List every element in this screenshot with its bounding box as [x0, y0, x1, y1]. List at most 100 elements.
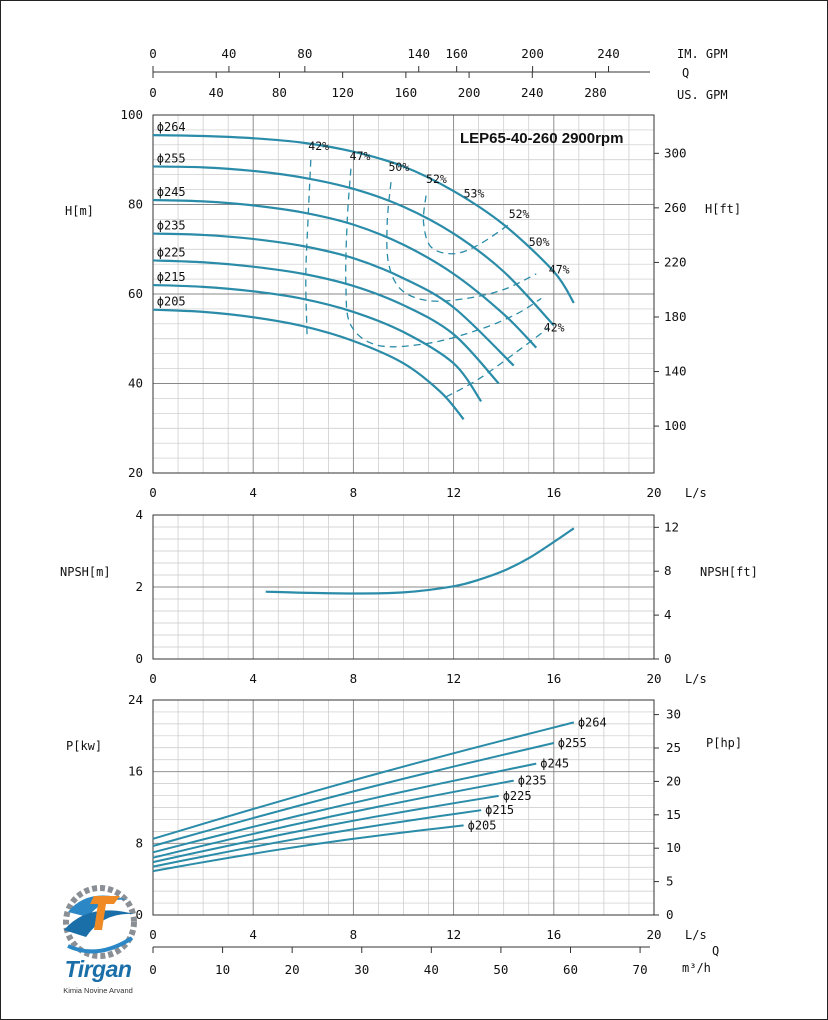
power-x-tick-label: 12 — [446, 927, 461, 942]
power-curve-d225 — [152, 794, 499, 864]
head-right-tick-label: 300 — [664, 145, 687, 160]
head-curve-d215 — [152, 283, 483, 403]
efficiency-contour — [445, 327, 550, 398]
power-x-axis-label: L/s — [685, 928, 707, 942]
efficiency-label: 52% — [509, 207, 530, 221]
npsh-y-tick-label: 0 — [135, 651, 143, 666]
head-right-axis-label: H[ft] — [705, 202, 741, 216]
power-right-tick-label: 20 — [666, 773, 681, 788]
power-right-tick-label: 10 — [666, 840, 681, 855]
power-curve-d215 — [152, 809, 482, 868]
efficiency-label: 42% — [544, 321, 565, 335]
head-curve-label: ϕ225 — [157, 245, 186, 259]
head-curve-label: ϕ205 — [157, 295, 186, 309]
power-curve-label: ϕ264 — [578, 715, 607, 729]
chart-title: LEP65-40-260 2900rpm — [460, 130, 623, 147]
head-x-tick-label: 4 — [249, 485, 257, 500]
head-x-axis-label: L/s — [685, 486, 707, 500]
efficiency-label: 47% — [350, 149, 371, 163]
q-label: Q — [682, 66, 689, 80]
head-curve-label: ϕ255 — [157, 151, 186, 165]
head-curve-label: ϕ215 — [157, 270, 186, 284]
head-right-tick-label: 100 — [664, 418, 687, 433]
head-curve-d245 — [152, 198, 538, 349]
power-curve-label: ϕ215 — [485, 803, 514, 817]
head-x-tick-label: 0 — [149, 485, 157, 500]
power-right-tick-label: 0 — [666, 907, 674, 922]
power-x-tick-label: 20 — [646, 927, 661, 942]
us-gpm-tick-label: 0 — [149, 85, 157, 100]
efficiency-label: 50% — [529, 235, 550, 249]
npsh-right-tick-label: 8 — [664, 563, 672, 578]
m3h-tick-label: 10 — [215, 962, 230, 977]
head-right-tick-label: 220 — [664, 254, 687, 269]
npsh-right-tick-label: 0 — [664, 651, 672, 666]
head-curve-d205 — [152, 308, 465, 421]
head-panel: ϕ264 ϕ255 ϕ245 ϕ235 ϕ225 ϕ215 ϕ205 42% 47% 50% 52%… — [65, 107, 741, 500]
im-gpm-tick-label: 0 — [149, 46, 157, 61]
power-right-tick-label: 30 — [666, 707, 681, 722]
power-curve-d264 — [152, 721, 575, 840]
power-right-axis-label: P[hp] — [706, 736, 742, 750]
power-curve-d255 — [152, 742, 555, 847]
head-curve-d225 — [152, 259, 500, 385]
npsh-x-tick-label: 4 — [249, 671, 257, 686]
head-x-tick-label: 20 — [646, 485, 661, 500]
power-left-axis-label: P[kw] — [66, 739, 102, 753]
head-curve-d255 — [152, 165, 555, 327]
efficiency-label: 52% — [426, 172, 447, 186]
power-y-tick-label: 0 — [135, 907, 143, 922]
power-curve-d245 — [152, 762, 537, 854]
power-y-tick-label: 24 — [128, 692, 143, 707]
im-gpm-label: IM. GPM — [677, 47, 728, 61]
m3h-tick-label: 50 — [493, 962, 508, 977]
efficiency-contour — [422, 195, 510, 255]
head-curve-d264 — [152, 134, 575, 304]
npsh-plot-border — [152, 514, 655, 660]
head-plot-border — [152, 114, 655, 474]
us-gpm-tick-label: 40 — [209, 85, 224, 100]
npsh-x-tick-label: 8 — [350, 671, 358, 686]
efficiency-label: 53% — [464, 186, 485, 200]
head-left-axis-label: H[m] — [65, 204, 94, 218]
head-curve-d235 — [152, 232, 515, 367]
power-x-tick-label: 8 — [350, 927, 358, 942]
power-curve-label: ϕ245 — [540, 757, 569, 771]
tirgan-logo-icon — [63, 885, 137, 959]
head-x-tick-label: 8 — [350, 485, 358, 500]
power-m3h-label: m³/h — [682, 961, 711, 975]
us-gpm-tick-label: 200 — [458, 85, 481, 100]
power-curve-d205 — [152, 824, 464, 873]
power-x-tick-label: 0 — [149, 927, 157, 942]
head-y-tick-label: 20 — [128, 465, 143, 480]
head-right-tick-label: 140 — [664, 364, 687, 379]
m3h-tick-label: 0 — [149, 962, 157, 977]
npsh-left-axis-label: NPSH[m] — [60, 565, 111, 579]
npsh-curve — [265, 527, 575, 595]
power-curve-label: ϕ235 — [518, 774, 547, 788]
efficiency-label: 47% — [549, 262, 570, 276]
head-curve-label: ϕ235 — [157, 219, 186, 233]
power-x-tick-label: 16 — [546, 927, 561, 942]
power-curve-d235 — [152, 779, 514, 859]
im-gpm-tick-label: 160 — [445, 46, 468, 61]
npsh-y-tick-label: 2 — [135, 579, 143, 594]
power-y-tick-label: 8 — [135, 835, 143, 850]
efficiency-label: 50% — [388, 160, 409, 174]
m3h-tick-label: 70 — [633, 962, 648, 977]
efficiency-contour — [305, 159, 312, 335]
npsh-x-tick-label: 12 — [446, 671, 461, 686]
npsh-x-tick-label: 20 — [646, 671, 661, 686]
npsh-right-tick-label: 12 — [664, 519, 679, 534]
logo-subtitle: Kimia Novine Arvand — [63, 986, 133, 995]
head-curve-label: ϕ264 — [157, 120, 186, 134]
m3h-tick-label: 60 — [563, 962, 578, 977]
logo-name: Tirgan — [64, 956, 132, 982]
head-x-tick-label: 12 — [446, 485, 461, 500]
im-gpm-tick-label: 240 — [597, 46, 620, 61]
power-q-label: Q — [712, 944, 719, 958]
power-y-tick-label: 16 — [128, 764, 143, 779]
head-y-tick-label: 40 — [128, 376, 143, 391]
efficiency-contour — [345, 168, 542, 348]
